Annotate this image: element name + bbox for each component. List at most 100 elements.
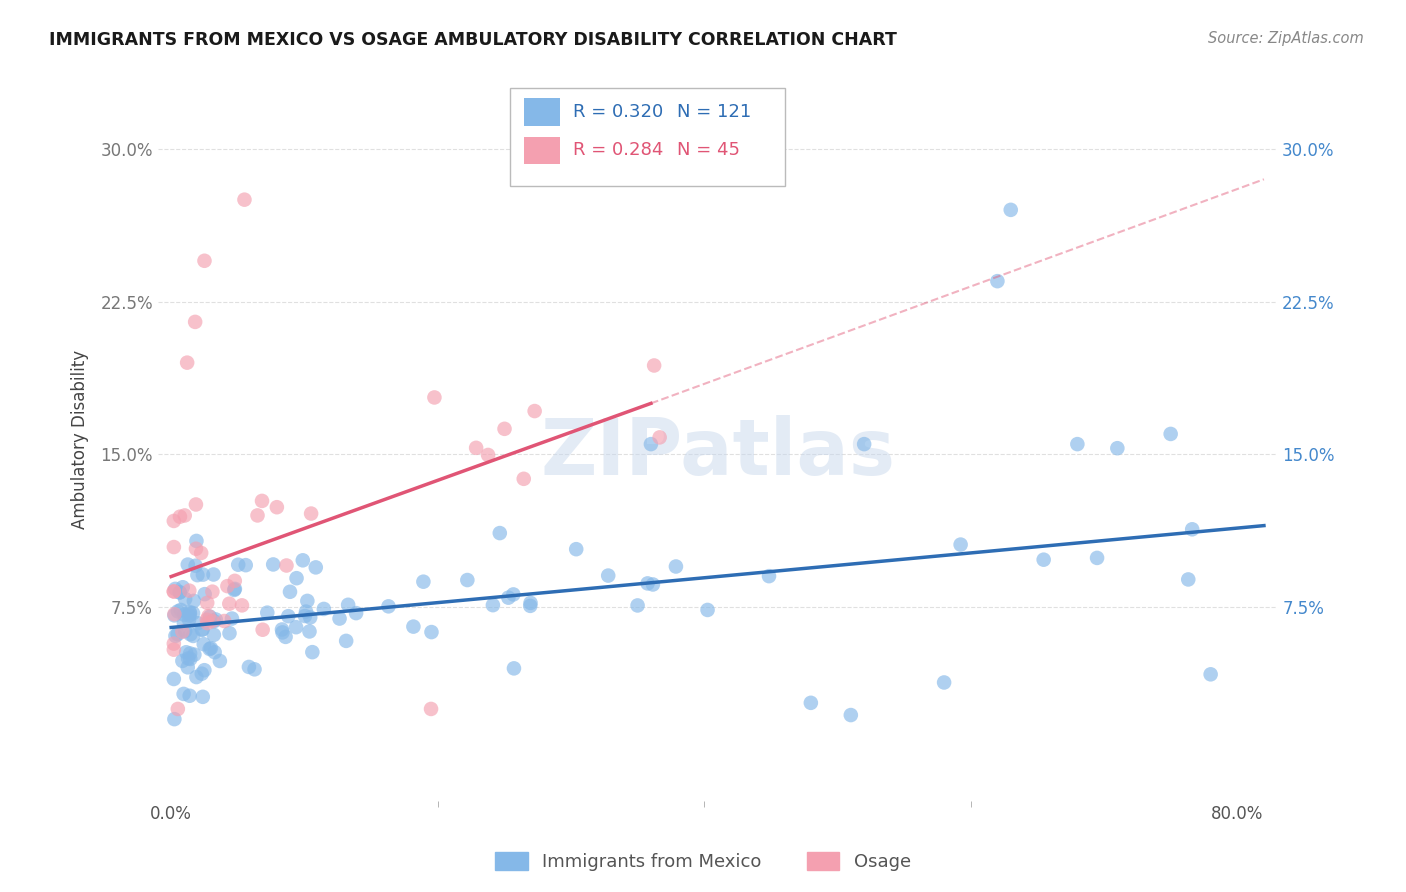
Point bbox=[519, 596, 541, 610]
Point bbox=[1032, 552, 1054, 566]
Point bbox=[193, 637, 215, 651]
Point bbox=[231, 599, 253, 613]
Text: ZIPatlas: ZIPatlas bbox=[540, 416, 896, 491]
Point bbox=[191, 666, 214, 681]
Point bbox=[285, 571, 308, 585]
Point bbox=[986, 274, 1008, 288]
Point bbox=[167, 604, 190, 618]
Point bbox=[423, 391, 446, 405]
Point bbox=[194, 587, 217, 601]
FancyBboxPatch shape bbox=[510, 88, 785, 186]
Point bbox=[494, 422, 516, 436]
Point bbox=[266, 500, 288, 515]
Point bbox=[173, 615, 195, 630]
Point bbox=[252, 623, 274, 637]
Point bbox=[179, 607, 201, 621]
Point bbox=[276, 558, 298, 573]
Point bbox=[519, 599, 541, 613]
Point bbox=[1177, 573, 1199, 587]
Point bbox=[294, 609, 316, 624]
Point bbox=[1066, 437, 1088, 451]
Point bbox=[193, 253, 215, 268]
Point bbox=[174, 592, 197, 607]
Point bbox=[163, 540, 186, 554]
Point bbox=[173, 687, 195, 701]
Point bbox=[184, 315, 207, 329]
Point bbox=[191, 567, 214, 582]
Point bbox=[177, 651, 200, 665]
Point bbox=[238, 660, 260, 674]
Point bbox=[1000, 202, 1022, 217]
Point bbox=[291, 553, 314, 567]
Point bbox=[184, 558, 207, 573]
Point bbox=[218, 626, 240, 640]
Point bbox=[202, 614, 225, 628]
Point bbox=[204, 612, 226, 626]
Point bbox=[179, 689, 201, 703]
Point bbox=[163, 608, 186, 623]
Point bbox=[204, 645, 226, 659]
Point bbox=[217, 579, 239, 593]
Point bbox=[285, 620, 308, 634]
Point bbox=[174, 624, 197, 638]
Point bbox=[800, 696, 823, 710]
Point bbox=[696, 603, 718, 617]
Point bbox=[377, 599, 399, 614]
Point bbox=[626, 599, 648, 613]
Point bbox=[181, 606, 204, 620]
Point bbox=[224, 582, 246, 596]
Text: IMMIGRANTS FROM MEXICO VS OSAGE AMBULATORY DISABILITY CORRELATION CHART: IMMIGRANTS FROM MEXICO VS OSAGE AMBULATO… bbox=[49, 31, 897, 49]
Point bbox=[163, 672, 186, 686]
Point bbox=[179, 647, 201, 661]
Point bbox=[226, 558, 249, 572]
Point bbox=[337, 598, 360, 612]
Point bbox=[1085, 550, 1108, 565]
Point bbox=[186, 670, 208, 684]
Point bbox=[195, 596, 218, 610]
Point bbox=[949, 538, 972, 552]
Point bbox=[166, 627, 188, 641]
Point bbox=[177, 660, 200, 674]
Point bbox=[498, 591, 520, 605]
Point bbox=[200, 641, 222, 656]
Point bbox=[191, 623, 214, 637]
Point bbox=[503, 661, 526, 675]
Point bbox=[177, 558, 200, 572]
Point bbox=[179, 608, 201, 623]
Point bbox=[179, 583, 201, 598]
Point bbox=[163, 637, 186, 651]
Point bbox=[191, 623, 214, 637]
Point bbox=[243, 662, 266, 676]
Point bbox=[250, 494, 273, 508]
Point bbox=[301, 645, 323, 659]
Point bbox=[277, 609, 299, 624]
Point bbox=[224, 574, 246, 588]
Point bbox=[179, 605, 201, 619]
Point bbox=[412, 574, 434, 589]
Point bbox=[169, 585, 191, 599]
Point bbox=[344, 606, 367, 620]
Point bbox=[295, 605, 318, 619]
Point bbox=[513, 472, 536, 486]
Point bbox=[187, 616, 209, 631]
Point bbox=[640, 437, 662, 451]
Point bbox=[271, 623, 294, 637]
Point bbox=[183, 648, 205, 662]
Point bbox=[328, 611, 350, 625]
Point bbox=[165, 629, 187, 643]
Point bbox=[172, 580, 194, 594]
Point bbox=[186, 568, 208, 582]
Point bbox=[839, 708, 862, 723]
Point bbox=[201, 614, 224, 628]
Point bbox=[169, 585, 191, 599]
Point bbox=[523, 404, 546, 418]
Point bbox=[172, 624, 194, 639]
Point bbox=[197, 609, 219, 624]
Text: Source: ZipAtlas.com: Source: ZipAtlas.com bbox=[1208, 31, 1364, 46]
Point bbox=[758, 569, 780, 583]
Point bbox=[312, 602, 335, 616]
Point bbox=[598, 568, 620, 582]
Point bbox=[193, 663, 215, 677]
Legend: Immigrants from Mexico, Osage: Immigrants from Mexico, Osage bbox=[488, 845, 918, 879]
Text: N = 45: N = 45 bbox=[678, 142, 740, 160]
